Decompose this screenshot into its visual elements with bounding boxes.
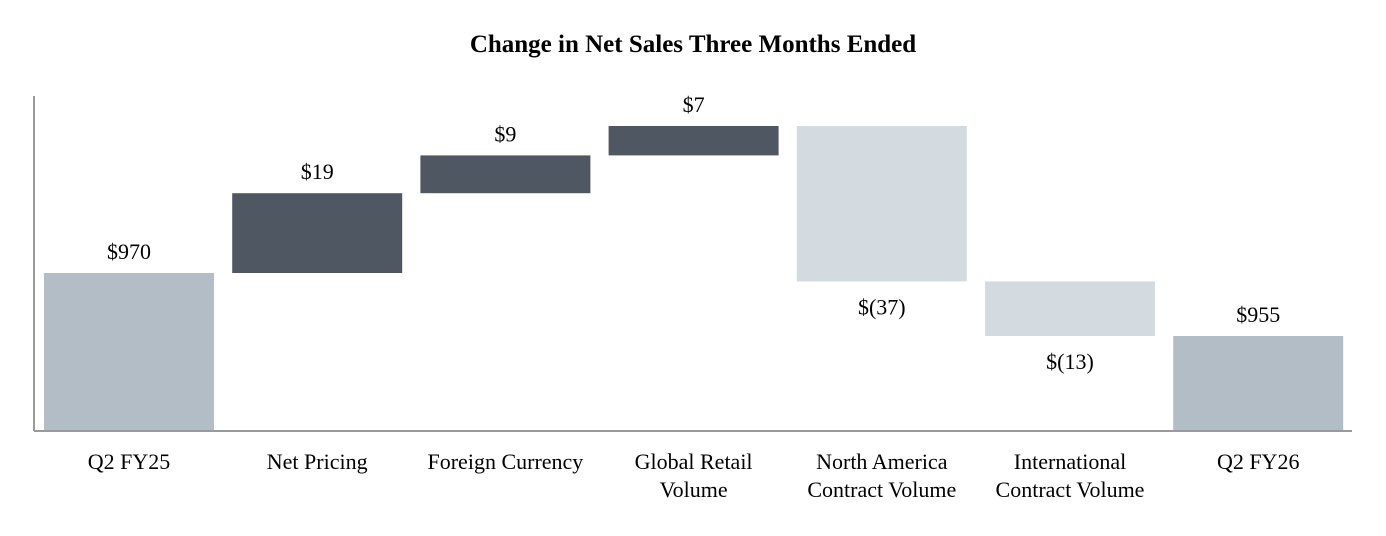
data-label-2: $9 (494, 121, 516, 146)
chart-title: Change in Net Sales Three Months Ended (470, 31, 916, 58)
category-label-line: Global Retail (635, 449, 753, 474)
data-label-1: $19 (301, 159, 334, 184)
category-label-line: Contract Volume (996, 477, 1145, 502)
bar-0 (44, 273, 214, 431)
bar-6 (1173, 336, 1344, 431)
category-labels-group: Q2 FY25 Net Pricing Foreign Currency Global… (88, 449, 1300, 502)
data-label-0: $970 (107, 239, 151, 264)
category-label-line: International (1014, 449, 1126, 474)
bars-group (44, 126, 1344, 431)
data-label-5: $(13) (1046, 349, 1094, 374)
bar-1 (232, 193, 403, 273)
data-label-3: $7 (683, 92, 705, 117)
bar-3 (608, 126, 779, 156)
category-label-line: Q2 FY26 (1217, 449, 1300, 474)
category-label-line: Net Pricing (267, 449, 368, 474)
category-label-3: Global Retail Volume (635, 449, 753, 502)
category-label-2: Foreign Currency (428, 449, 584, 474)
bar-2 (420, 155, 591, 194)
category-label-line: Contract Volume (807, 477, 956, 502)
data-label-6: $955 (1236, 302, 1280, 327)
category-label-line: Foreign Currency (428, 449, 584, 474)
category-label-0: Q2 FY25 (88, 449, 171, 474)
bar-5 (985, 281, 1155, 336)
category-label-line: Volume (660, 477, 728, 502)
data-labels-group: $970 $19 $9 $7 $(37) $(13) $955 (107, 92, 1280, 374)
category-label-line: Q2 FY25 (88, 449, 171, 474)
bar-4 (796, 126, 967, 282)
category-label-5: International Contract Volume (996, 449, 1145, 502)
category-label-line: North America (816, 449, 948, 474)
category-label-1: Net Pricing (267, 449, 368, 474)
category-label-4: North America Contract Volume (807, 449, 956, 502)
category-label-6: Q2 FY26 (1217, 449, 1300, 474)
data-label-4: $(37) (858, 294, 906, 319)
axes-group (33, 96, 1352, 432)
